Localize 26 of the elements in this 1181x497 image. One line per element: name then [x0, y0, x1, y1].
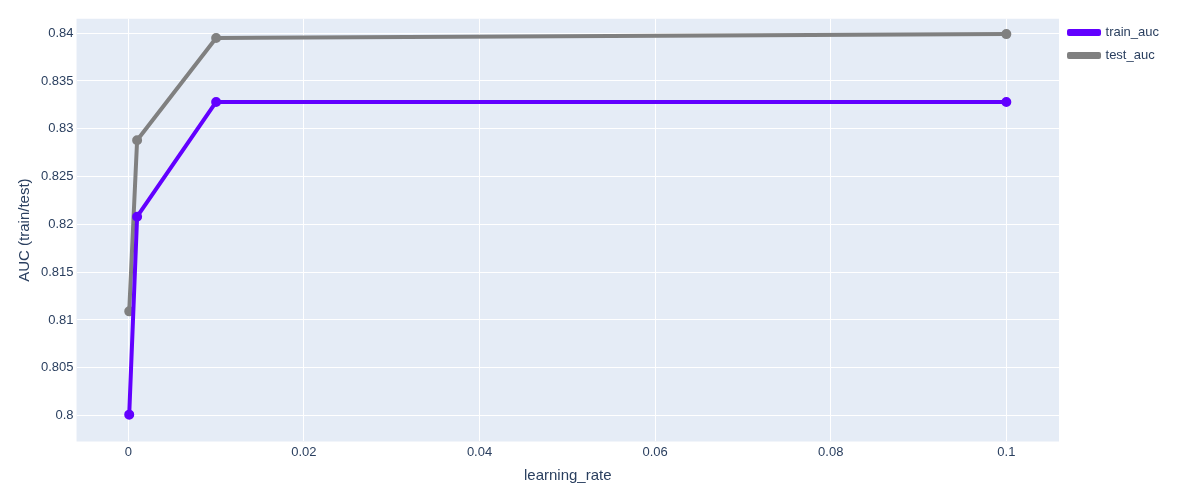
point [211, 96, 222, 107]
x-tick-label: 0.06 [642, 443, 668, 459]
x-tick-label: 0.02 [291, 443, 317, 459]
y-tick-label: 0.82 [48, 215, 74, 231]
x-axis-title: learning_rate [524, 466, 612, 484]
x-tick-label: 0 [124, 443, 132, 459]
point [1001, 29, 1012, 40]
y-tick-label: 0.81 [48, 311, 74, 327]
y-tick-label: 0.805 [40, 359, 74, 375]
point [211, 32, 222, 43]
x-tick-label: 0.04 [466, 443, 493, 459]
legend-label: test_auc [1105, 47, 1156, 63]
y-tick-label: 0.84 [48, 24, 74, 40]
point [132, 211, 143, 222]
y-tick-label: 0.83 [48, 120, 74, 136]
y-tick-label: 0.835 [40, 72, 74, 88]
point [132, 135, 143, 146]
y-axis-title: AUC (train/test) [15, 178, 33, 282]
point [1001, 96, 1012, 107]
point [124, 409, 135, 420]
legend-label: train_auc [1105, 24, 1160, 40]
y-tick-label: 0.815 [40, 263, 74, 279]
x-tick-label: 0.08 [818, 443, 844, 459]
x-tick-label: 0.1 [997, 443, 1016, 459]
y-tick-label: 0.825 [40, 168, 74, 184]
y-tick-label: 0.8 [55, 407, 74, 423]
